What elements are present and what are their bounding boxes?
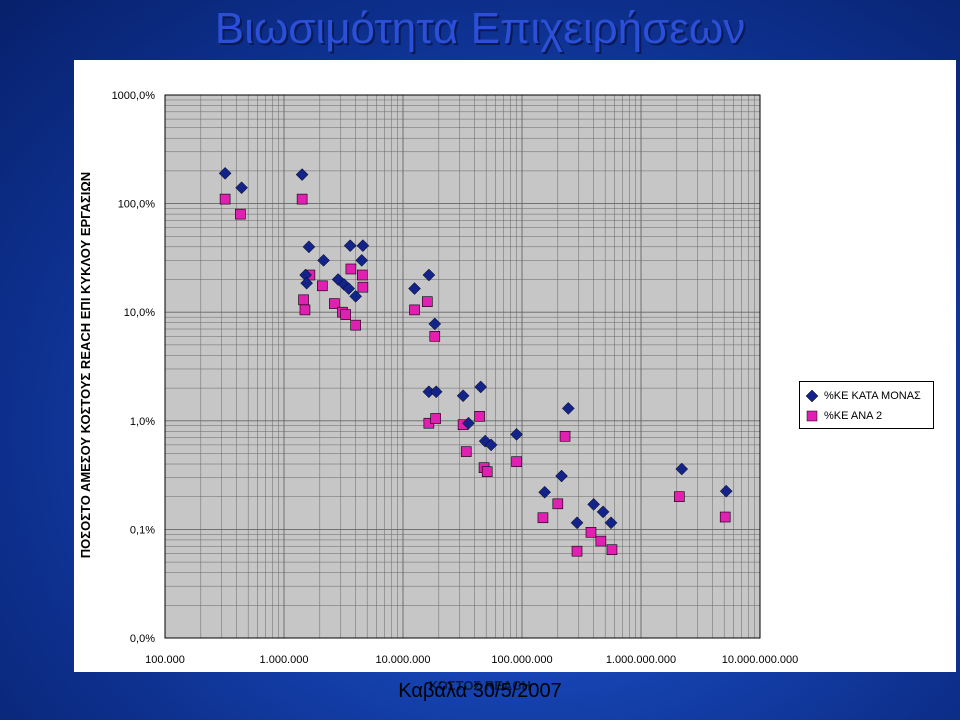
legend-item-series1: %ΚΕ ΚΑΤΑ ΜΟΝΑΣ (806, 388, 921, 404)
data-point-series2 (585, 527, 597, 538)
data-point-series2 (429, 330, 441, 342)
data-point-series1 (604, 516, 618, 530)
x-tick-label: 100.000.000 (491, 654, 552, 666)
data-point-series1 (300, 276, 314, 290)
data-point-series2 (345, 263, 357, 275)
plot-border (164, 94, 761, 639)
data-point-series1 (555, 469, 568, 483)
x-tick-label: 10.000.000.000 (722, 654, 798, 666)
data-point-series2 (606, 544, 618, 556)
x-tick-label: 1.000.000 (260, 654, 309, 666)
data-point-series1 (675, 462, 689, 476)
data-point-series1 (474, 380, 488, 394)
data-point-series2 (460, 446, 472, 457)
data-point-series1 (235, 181, 248, 195)
data-point-series1 (343, 239, 357, 253)
legend: %ΚΕ ΚΑΤΑ ΜΟΝΑΣ %ΚΕ ΑΝΑ 2 (799, 381, 934, 429)
data-point-series2 (559, 430, 571, 442)
data-point-series2 (474, 411, 485, 422)
data-point-series1 (510, 428, 523, 441)
data-point-series1 (342, 282, 356, 295)
data-point-series2 (340, 309, 352, 320)
data-point-series2 (350, 319, 361, 331)
data-point-series2 (537, 512, 549, 524)
data-point-series1 (570, 516, 584, 530)
data-point-series2 (430, 413, 441, 424)
data-point-series2 (511, 456, 522, 468)
legend-diamond-icon (806, 390, 818, 402)
slide-footer: Καβάλα 30/5/2007 (398, 680, 562, 702)
x-tick-label: 100.000 (145, 654, 185, 666)
y-tick-label: 100,0% (118, 199, 156, 211)
data-point-series2 (298, 294, 309, 306)
data-point-series1 (538, 485, 552, 499)
legend-label-series1: %ΚΕ ΚΑΤΑ ΜΟΝΑΣ (824, 390, 921, 402)
x-tick-label: 1.000.000.000 (606, 654, 676, 666)
data-point-series1 (349, 289, 362, 303)
data-point-series1 (719, 484, 733, 498)
data-point-series1 (295, 168, 309, 181)
data-point-series2 (571, 545, 583, 557)
plot-area (164, 94, 761, 639)
data-point-series2 (299, 304, 311, 316)
y-tick-label: 1,0% (130, 416, 155, 428)
data-point-series1 (355, 254, 369, 267)
y-tick-label: 10,0% (124, 307, 155, 319)
data-point-series2 (296, 193, 308, 205)
data-point-series1 (596, 505, 610, 519)
data-point-series2 (357, 281, 369, 293)
data-point-series2 (421, 296, 433, 307)
data-point-series2 (674, 491, 685, 503)
data-point-series1 (317, 254, 330, 267)
data-point-series1 (422, 268, 436, 282)
x-tick-label: 10.000.000 (375, 654, 430, 666)
data-point-series1 (456, 389, 470, 403)
data-point-series2 (409, 304, 420, 316)
slide-title: Βιωσιμότητα Επιχειρήσεων (214, 4, 746, 53)
x-axis-title: ΚΟΣΤΟΣ REACH (428, 678, 532, 693)
data-point-series2 (481, 466, 493, 477)
data-point-series1 (428, 317, 442, 331)
data-point-series1 (587, 498, 600, 511)
data-point-series2 (317, 280, 328, 292)
y-tick-label: 0,1% (130, 524, 155, 536)
legend-square-icon (806, 410, 818, 422)
y-tick-label: 0,0% (130, 633, 155, 645)
legend-item-series2: %ΚΕ ΑΝΑ 2 (806, 408, 882, 424)
data-point-series1 (218, 166, 232, 180)
data-point-series2 (719, 511, 731, 523)
data-point-series1 (429, 385, 443, 399)
data-point-series2 (235, 208, 246, 220)
data-point-series2 (329, 298, 340, 309)
data-point-series2 (357, 269, 368, 281)
data-point-series1 (302, 240, 316, 254)
data-point-series2 (595, 535, 607, 547)
data-point-series1 (561, 402, 575, 415)
data-point-series2 (552, 498, 564, 510)
data-point-series1 (462, 416, 475, 430)
data-point-series1 (408, 282, 421, 295)
data-point-series1 (484, 438, 498, 452)
data-point-series1 (356, 239, 370, 253)
data-point-series2 (219, 193, 231, 205)
legend-label-series2: %ΚΕ ΑΝΑ 2 (824, 410, 883, 422)
y-tick-label: 1000,0% (112, 90, 156, 102)
